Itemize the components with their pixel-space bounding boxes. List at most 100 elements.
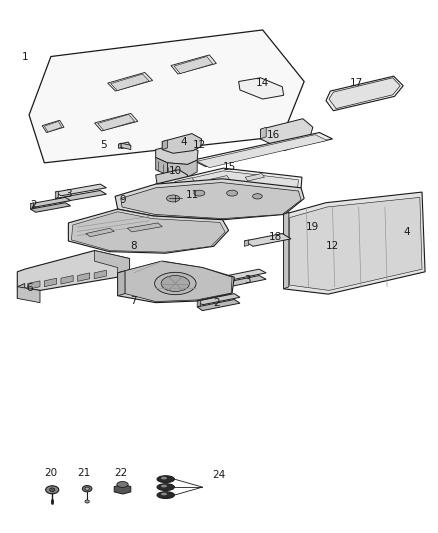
Text: 12: 12: [326, 241, 339, 251]
Text: 4: 4: [403, 227, 410, 237]
Polygon shape: [162, 140, 167, 150]
Ellipse shape: [157, 475, 174, 482]
Text: 5: 5: [100, 140, 106, 150]
Text: 8: 8: [131, 241, 137, 251]
Polygon shape: [197, 135, 327, 167]
Ellipse shape: [161, 276, 190, 292]
Polygon shape: [108, 72, 152, 91]
Polygon shape: [55, 191, 58, 198]
Polygon shape: [383, 217, 418, 239]
Polygon shape: [114, 484, 131, 494]
Polygon shape: [215, 269, 266, 282]
Ellipse shape: [85, 500, 89, 503]
Polygon shape: [244, 240, 249, 246]
Polygon shape: [215, 276, 266, 288]
Polygon shape: [155, 158, 167, 175]
Text: 6: 6: [26, 283, 32, 293]
Polygon shape: [239, 78, 284, 99]
Polygon shape: [155, 143, 198, 165]
Polygon shape: [55, 184, 106, 196]
Text: 20: 20: [44, 468, 57, 478]
Text: 7: 7: [131, 296, 137, 306]
Polygon shape: [127, 223, 162, 232]
Text: 2: 2: [30, 200, 37, 211]
Polygon shape: [29, 30, 304, 163]
Ellipse shape: [226, 190, 237, 196]
Polygon shape: [86, 228, 114, 237]
Polygon shape: [111, 74, 149, 91]
Polygon shape: [385, 235, 417, 252]
Polygon shape: [30, 203, 33, 209]
Polygon shape: [162, 134, 201, 154]
Ellipse shape: [85, 487, 89, 490]
Polygon shape: [68, 209, 229, 253]
Polygon shape: [244, 233, 291, 246]
Polygon shape: [30, 197, 71, 207]
Polygon shape: [125, 261, 232, 302]
Ellipse shape: [117, 481, 128, 487]
Text: 15: 15: [223, 161, 237, 172]
Polygon shape: [121, 143, 131, 150]
Text: 21: 21: [77, 468, 90, 478]
Polygon shape: [171, 55, 216, 74]
Polygon shape: [119, 143, 121, 149]
Ellipse shape: [49, 488, 55, 491]
Polygon shape: [326, 233, 363, 256]
Ellipse shape: [161, 477, 167, 479]
Ellipse shape: [46, 486, 59, 494]
Text: 19: 19: [306, 222, 319, 232]
Polygon shape: [197, 300, 240, 311]
Polygon shape: [175, 177, 194, 185]
Polygon shape: [155, 168, 302, 195]
Polygon shape: [167, 160, 197, 177]
Polygon shape: [55, 190, 106, 202]
Polygon shape: [197, 300, 201, 307]
Text: 16: 16: [267, 130, 280, 140]
Polygon shape: [17, 287, 40, 303]
Polygon shape: [30, 203, 71, 212]
Text: 9: 9: [120, 195, 126, 205]
Polygon shape: [197, 294, 240, 305]
Ellipse shape: [161, 484, 167, 487]
Polygon shape: [174, 56, 213, 74]
Polygon shape: [44, 278, 57, 287]
Polygon shape: [332, 233, 362, 252]
Polygon shape: [326, 76, 403, 111]
Text: 22: 22: [114, 468, 127, 478]
Polygon shape: [121, 182, 301, 219]
Text: 12: 12: [193, 140, 206, 150]
Polygon shape: [155, 169, 187, 187]
Ellipse shape: [166, 195, 180, 202]
Polygon shape: [193, 133, 332, 166]
Ellipse shape: [253, 193, 262, 199]
Polygon shape: [71, 212, 225, 252]
Polygon shape: [326, 239, 332, 249]
Polygon shape: [95, 251, 130, 277]
Text: 2: 2: [213, 297, 220, 308]
Text: 14: 14: [256, 78, 269, 88]
Polygon shape: [115, 179, 304, 220]
Polygon shape: [118, 271, 125, 296]
Polygon shape: [42, 120, 64, 133]
Text: 24: 24: [212, 470, 226, 480]
Polygon shape: [98, 115, 135, 131]
Text: 4: 4: [181, 136, 187, 147]
Polygon shape: [28, 281, 40, 289]
Text: 17: 17: [350, 78, 363, 88]
Polygon shape: [284, 212, 289, 289]
Polygon shape: [215, 277, 218, 285]
Polygon shape: [159, 171, 298, 196]
Polygon shape: [261, 119, 313, 151]
Text: 18: 18: [269, 232, 283, 243]
Ellipse shape: [157, 483, 174, 490]
Polygon shape: [284, 192, 425, 294]
Polygon shape: [61, 276, 73, 284]
Text: 10: 10: [169, 166, 182, 176]
Polygon shape: [44, 122, 62, 132]
Polygon shape: [210, 175, 230, 183]
Polygon shape: [17, 251, 130, 290]
Polygon shape: [118, 261, 234, 303]
Text: 11: 11: [186, 190, 199, 200]
Ellipse shape: [161, 492, 167, 495]
Polygon shape: [17, 284, 25, 298]
